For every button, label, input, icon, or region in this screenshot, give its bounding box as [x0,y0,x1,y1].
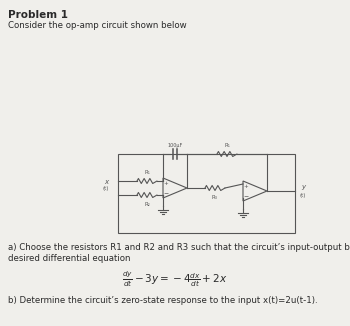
Text: b) Determine the circuit’s zero-state response to the input x(t)=2u(t-1).: b) Determine the circuit’s zero-state re… [8,296,318,305]
Text: −: − [243,193,248,198]
Text: desired differential equation: desired differential equation [8,254,131,263]
Text: Consider the op-amp circuit shown below: Consider the op-amp circuit shown below [8,21,187,30]
Text: x: x [104,179,108,185]
Text: +: + [164,181,168,186]
Text: a) Choose the resistors R1 and R2 and R3 such that the circuit’s input-output be: a) Choose the resistors R1 and R2 and R3… [8,243,350,252]
Text: (t): (t) [300,192,306,198]
Text: R₁: R₁ [144,170,150,175]
Text: −: − [163,190,169,195]
Text: +: + [244,184,248,189]
Text: (t): (t) [103,186,109,191]
Bar [118,154,295,233]
Text: Problem 1: Problem 1 [8,10,68,20]
Text: R₁: R₁ [224,143,230,148]
Text: $\frac{dy}{dt} - 3y = -4\frac{dx}{dt} + 2x$: $\frac{dy}{dt} - 3y = -4\frac{dx}{dt} + … [122,269,228,289]
Text: 100μF: 100μF [167,143,183,148]
Text: y: y [301,184,305,190]
Text: R₃: R₃ [212,195,218,200]
Text: R₂: R₂ [144,202,150,207]
